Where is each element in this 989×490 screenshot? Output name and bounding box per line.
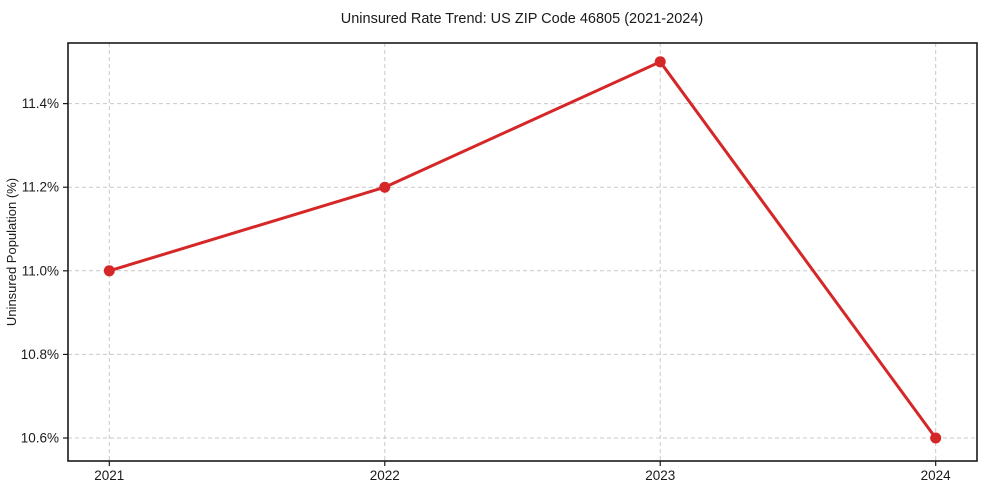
y-tick-label: 11.2% — [22, 180, 59, 195]
y-tick-label: 10.6% — [21, 431, 59, 446]
data-point — [103, 265, 115, 277]
y-axis-label: Uninsured Population (%) — [4, 178, 19, 326]
chart-title: Uninsured Rate Trend: US ZIP Code 46805 … — [341, 11, 703, 27]
y-tick-label: 10.8% — [21, 347, 59, 362]
plot-border — [67, 42, 978, 462]
x-tick-label: 2023 — [645, 468, 675, 483]
trend-line — [107, 60, 938, 440]
data-point — [930, 432, 942, 444]
y-tick-label: 11.4% — [22, 96, 59, 111]
gridlines — [68, 43, 977, 461]
x-tick-label: 2024 — [921, 468, 952, 483]
x-tick-label: 2022 — [370, 468, 400, 483]
y-tick-label: 11.0% — [22, 263, 59, 278]
data-series — [103, 56, 942, 444]
data-point — [379, 181, 391, 193]
x-tick-label: 2021 — [94, 468, 124, 483]
data-point — [654, 56, 666, 68]
axis-ticks: 10.6% 10.8% 11.0% 11.2% 11.4% 2021 2022 2023 202… — [21, 96, 951, 483]
